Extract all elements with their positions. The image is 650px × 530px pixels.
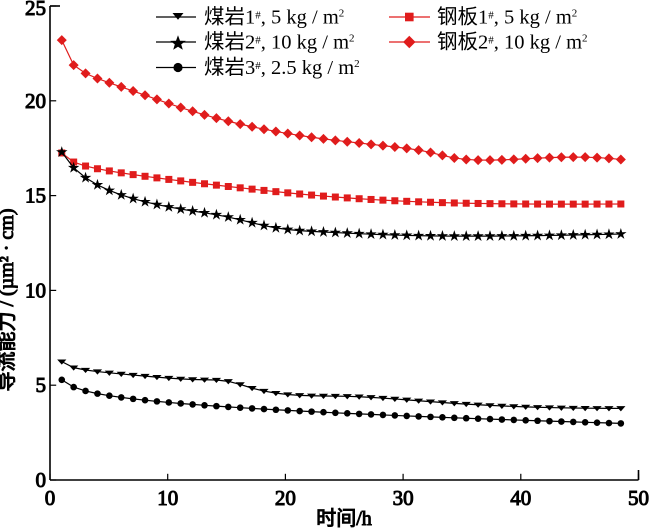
svg-text:50: 50 bbox=[628, 486, 649, 510]
svg-text:时间/h: 时间/h bbox=[316, 507, 372, 530]
svg-text:煤岩3#, 2.5 kg / m2: 煤岩3#, 2.5 kg / m2 bbox=[204, 56, 360, 79]
svg-text:10: 10 bbox=[25, 278, 46, 302]
svg-text:钢板1#, 5 kg / m2: 钢板1#, 5 kg / m2 bbox=[437, 6, 577, 29]
svg-text:导流能力 / (µm² · cm): 导流能力 / (µm² · cm) bbox=[0, 208, 18, 391]
svg-text:25: 25 bbox=[25, 0, 46, 20]
svg-text:钢板2#, 10 kg / m2: 钢板2#, 10 kg / m2 bbox=[437, 31, 588, 54]
svg-text:20: 20 bbox=[275, 486, 296, 510]
svg-text:煤岩2#, 10 kg / m2: 煤岩2#, 10 kg / m2 bbox=[204, 31, 355, 54]
svg-text:30: 30 bbox=[393, 486, 414, 510]
svg-text:煤岩1#, 5 kg / m2: 煤岩1#, 5 kg / m2 bbox=[204, 6, 344, 29]
svg-text:5: 5 bbox=[36, 373, 47, 397]
svg-text:20: 20 bbox=[25, 89, 46, 113]
svg-text:0: 0 bbox=[45, 486, 56, 510]
svg-text:15: 15 bbox=[25, 184, 46, 208]
svg-text:40: 40 bbox=[510, 486, 531, 510]
svg-text:10: 10 bbox=[157, 486, 178, 510]
